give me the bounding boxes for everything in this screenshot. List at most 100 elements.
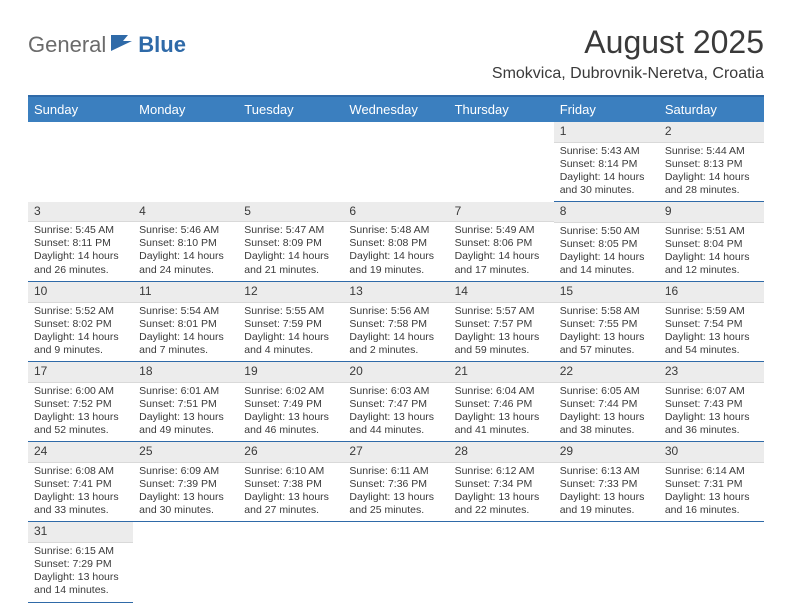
day-number: 18 [133,362,238,383]
daylight-text: Daylight: 14 hours and 30 minutes. [560,171,653,197]
sunset-text: Sunset: 7:38 PM [244,478,337,491]
day-details: Sunrise: 6:04 AMSunset: 7:46 PMDaylight:… [449,383,554,442]
day-details: Sunrise: 5:48 AMSunset: 8:08 PMDaylight:… [343,222,448,281]
daylight-text: Daylight: 14 hours and 28 minutes. [665,171,758,197]
day-details: Sunrise: 6:10 AMSunset: 7:38 PMDaylight:… [238,463,343,522]
daylight-text: Daylight: 13 hours and 30 minutes. [139,491,232,517]
calendar-cell: 3Sunrise: 5:45 AMSunset: 8:11 PMDaylight… [28,202,133,282]
title-block: August 2025 Smokvica, Dubrovnik-Neretva,… [492,24,764,83]
header: General Blue August 2025 Smokvica, Dubro… [28,24,764,83]
sunrise-text: Sunrise: 5:51 AM [665,225,758,238]
sunset-text: Sunset: 8:01 PM [139,318,232,331]
daylight-text: Daylight: 13 hours and 52 minutes. [34,411,127,437]
sunrise-text: Sunrise: 6:05 AM [560,385,653,398]
day-details: Sunrise: 5:59 AMSunset: 7:54 PMDaylight:… [659,303,764,362]
day-number: 25 [133,442,238,463]
day-details: Sunrise: 5:55 AMSunset: 7:59 PMDaylight:… [238,303,343,362]
calendar-header-row: SundayMondayTuesdayWednesdayThursdayFrid… [28,96,764,122]
daylight-text: Daylight: 14 hours and 26 minutes. [34,250,127,276]
day-number: 5 [238,202,343,223]
day-number: 16 [659,282,764,303]
sunset-text: Sunset: 7:41 PM [34,478,127,491]
daylight-text: Daylight: 14 hours and 12 minutes. [665,251,758,277]
calendar-cell: 12Sunrise: 5:55 AMSunset: 7:59 PMDayligh… [238,282,343,362]
day-details: Sunrise: 5:47 AMSunset: 8:09 PMDaylight:… [238,222,343,281]
day-details: Sunrise: 5:52 AMSunset: 8:02 PMDaylight:… [28,303,133,362]
sunrise-text: Sunrise: 6:11 AM [349,465,442,478]
sunset-text: Sunset: 7:43 PM [665,398,758,411]
calendar-week-row: 24Sunrise: 6:08 AMSunset: 7:41 PMDayligh… [28,442,764,522]
calendar-cell [449,122,554,202]
sunset-text: Sunset: 8:05 PM [560,238,653,251]
sunset-text: Sunset: 7:57 PM [455,318,548,331]
day-details: Sunrise: 6:15 AMSunset: 7:29 PMDaylight:… [28,543,133,602]
day-details: Sunrise: 6:11 AMSunset: 7:36 PMDaylight:… [343,463,448,522]
sunrise-text: Sunrise: 5:47 AM [244,224,337,237]
sunrise-text: Sunrise: 5:43 AM [560,145,653,158]
daylight-text: Daylight: 13 hours and 54 minutes. [665,331,758,357]
calendar-cell: 7Sunrise: 5:49 AMSunset: 8:06 PMDaylight… [449,202,554,282]
day-number: 28 [449,442,554,463]
daylight-text: Daylight: 13 hours and 25 minutes. [349,491,442,517]
calendar-cell [659,522,764,602]
day-details: Sunrise: 6:09 AMSunset: 7:39 PMDaylight:… [133,463,238,522]
day-details: Sunrise: 5:43 AMSunset: 8:14 PMDaylight:… [554,143,659,202]
day-number: 21 [449,362,554,383]
flag-icon [110,34,136,57]
sunset-text: Sunset: 8:08 PM [349,237,442,250]
calendar-body: 1Sunrise: 5:43 AMSunset: 8:14 PMDaylight… [28,122,764,602]
calendar-week-row: 17Sunrise: 6:00 AMSunset: 7:52 PMDayligh… [28,362,764,442]
calendar-cell: 19Sunrise: 6:02 AMSunset: 7:49 PMDayligh… [238,362,343,442]
daylight-text: Daylight: 14 hours and 7 minutes. [139,331,232,357]
daylight-text: Daylight: 13 hours and 59 minutes. [455,331,548,357]
day-number: 17 [28,362,133,383]
calendar-cell: 5Sunrise: 5:47 AMSunset: 8:09 PMDaylight… [238,202,343,282]
calendar-cell: 1Sunrise: 5:43 AMSunset: 8:14 PMDaylight… [554,122,659,202]
day-details: Sunrise: 6:01 AMSunset: 7:51 PMDaylight:… [133,383,238,442]
sunrise-text: Sunrise: 6:07 AM [665,385,758,398]
day-details: Sunrise: 6:12 AMSunset: 7:34 PMDaylight:… [449,463,554,522]
calendar-cell [343,522,448,602]
daylight-text: Daylight: 13 hours and 16 minutes. [665,491,758,517]
day-number: 11 [133,282,238,303]
calendar-cell: 31Sunrise: 6:15 AMSunset: 7:29 PMDayligh… [28,522,133,602]
calendar-cell [238,522,343,602]
calendar-cell [238,122,343,202]
weekday-header: Tuesday [238,96,343,122]
calendar-cell: 25Sunrise: 6:09 AMSunset: 7:39 PMDayligh… [133,442,238,522]
calendar-cell: 14Sunrise: 5:57 AMSunset: 7:57 PMDayligh… [449,282,554,362]
sunset-text: Sunset: 7:46 PM [455,398,548,411]
daylight-text: Daylight: 14 hours and 14 minutes. [560,251,653,277]
sunset-text: Sunset: 7:31 PM [665,478,758,491]
sunrise-text: Sunrise: 6:13 AM [560,465,653,478]
calendar-cell: 30Sunrise: 6:14 AMSunset: 7:31 PMDayligh… [659,442,764,522]
calendar-cell: 24Sunrise: 6:08 AMSunset: 7:41 PMDayligh… [28,442,133,522]
day-details: Sunrise: 6:03 AMSunset: 7:47 PMDaylight:… [343,383,448,442]
sunrise-text: Sunrise: 6:04 AM [455,385,548,398]
sunrise-text: Sunrise: 5:50 AM [560,225,653,238]
sunset-text: Sunset: 7:34 PM [455,478,548,491]
sunset-text: Sunset: 8:10 PM [139,237,232,250]
daylight-text: Daylight: 13 hours and 19 minutes. [560,491,653,517]
day-details: Sunrise: 5:56 AMSunset: 7:58 PMDaylight:… [343,303,448,362]
day-number: 7 [449,202,554,223]
calendar-cell: 2Sunrise: 5:44 AMSunset: 8:13 PMDaylight… [659,122,764,202]
day-number: 13 [343,282,448,303]
day-details: Sunrise: 6:08 AMSunset: 7:41 PMDaylight:… [28,463,133,522]
sunset-text: Sunset: 8:11 PM [34,237,127,250]
day-number: 1 [554,122,659,143]
day-details: Sunrise: 5:54 AMSunset: 8:01 PMDaylight:… [133,303,238,362]
sunset-text: Sunset: 7:39 PM [139,478,232,491]
day-details: Sunrise: 5:50 AMSunset: 8:05 PMDaylight:… [554,223,659,282]
day-number: 12 [238,282,343,303]
day-details: Sunrise: 6:13 AMSunset: 7:33 PMDaylight:… [554,463,659,522]
day-details: Sunrise: 5:49 AMSunset: 8:06 PMDaylight:… [449,222,554,281]
calendar-cell [28,122,133,202]
sunset-text: Sunset: 7:52 PM [34,398,127,411]
daylight-text: Daylight: 13 hours and 36 minutes. [665,411,758,437]
sunrise-text: Sunrise: 6:01 AM [139,385,232,398]
month-title: August 2025 [492,24,764,61]
day-details: Sunrise: 6:14 AMSunset: 7:31 PMDaylight:… [659,463,764,522]
daylight-text: Daylight: 14 hours and 9 minutes. [34,331,127,357]
sunset-text: Sunset: 7:55 PM [560,318,653,331]
